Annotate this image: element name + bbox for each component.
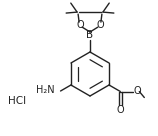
Text: B: B [86,30,94,40]
Text: O: O [76,20,84,30]
Text: O: O [134,86,141,95]
Text: O: O [117,104,125,115]
Text: HCl: HCl [8,96,26,106]
Text: H₂N: H₂N [36,85,55,95]
Text: O: O [96,20,104,30]
